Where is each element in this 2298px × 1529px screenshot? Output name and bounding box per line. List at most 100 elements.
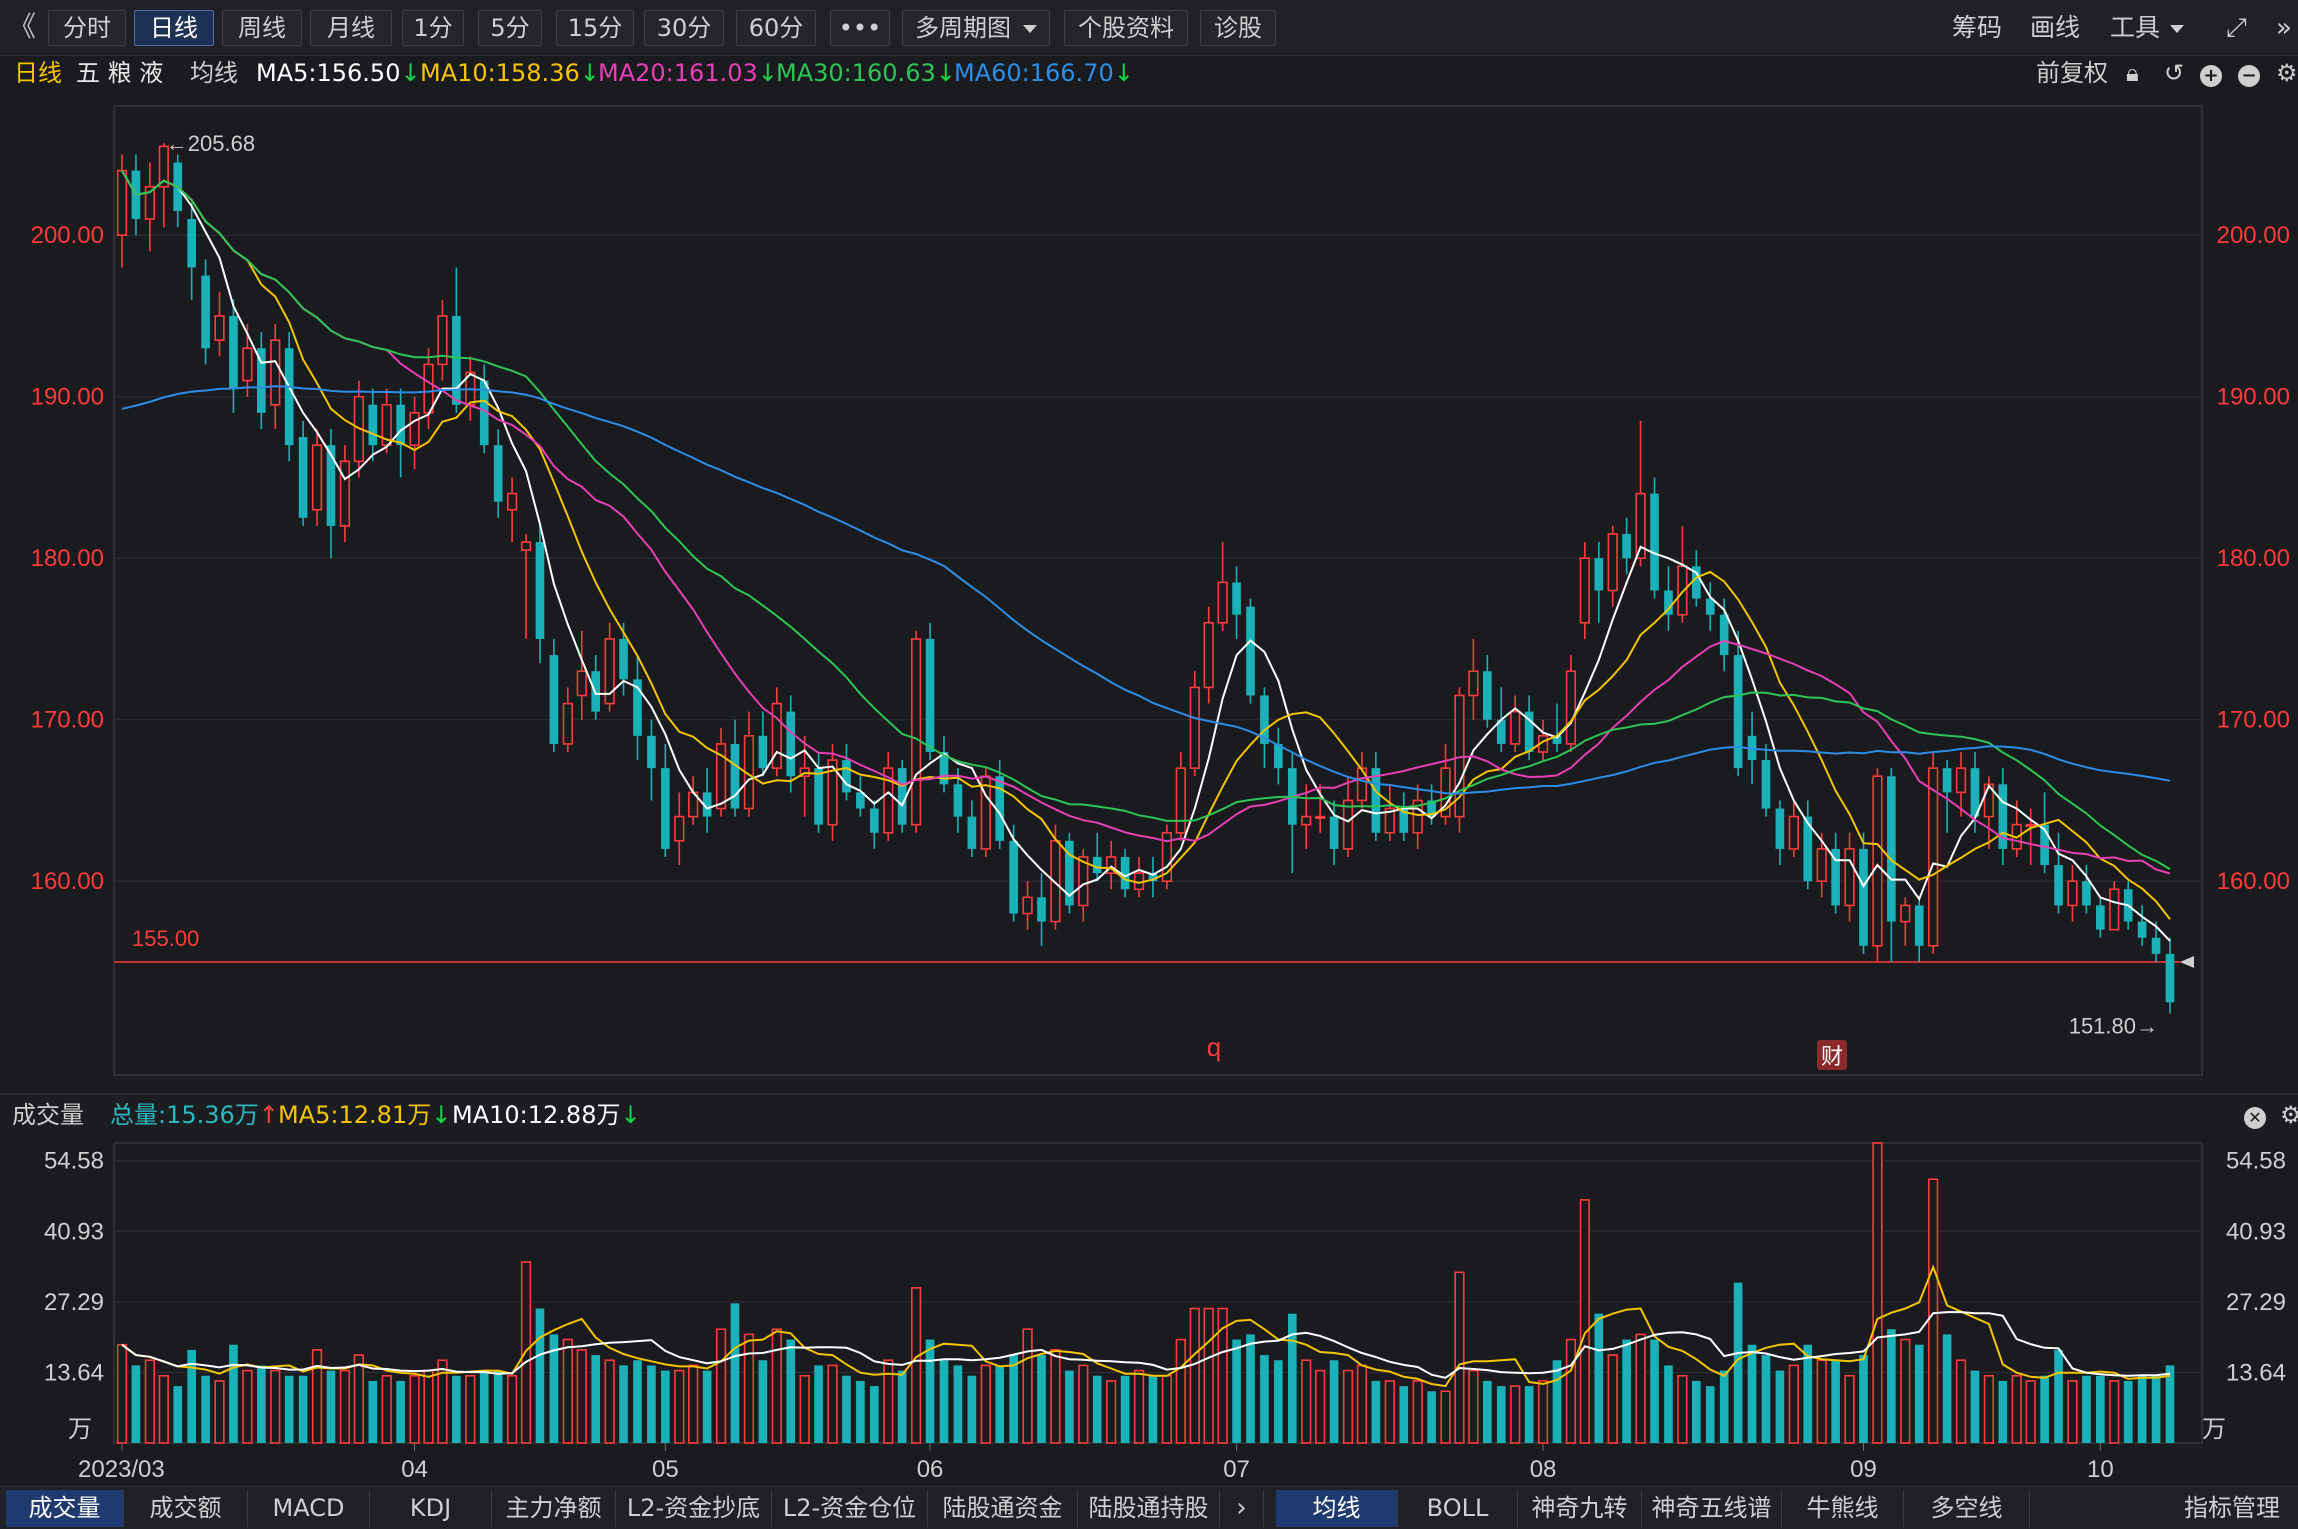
candle-body-down [702, 792, 712, 817]
x-tick-label: 2023/03 [78, 1456, 165, 1483]
x-tick-label: 08 [1530, 1456, 1557, 1483]
tab-kdj[interactable]: KDJ [370, 1490, 492, 1527]
candle-body-up [1983, 783, 1995, 818]
candle-body-down [661, 768, 670, 849]
candle-body-down [758, 735, 768, 769]
price-tick-right: 180.00 [2217, 545, 2290, 572]
tab-volume[interactable]: 成交量 [6, 1490, 124, 1527]
volume-bar-up [1301, 1359, 1312, 1444]
volume-bar-up [1928, 1178, 1939, 1444]
back-icon[interactable]: 《 [8, 10, 37, 43]
lock-icon[interactable]: 🔒︎ [2126, 59, 2139, 87]
support-label: 155.00 [132, 926, 199, 951]
collapse-icon[interactable]: » [2276, 13, 2292, 43]
settings-icon[interactable]: ⚙ [2276, 59, 2298, 87]
volume-bar-down [1594, 1313, 1604, 1443]
volume-info-row: 成交量 总量:15.36万↑ MA5:12.81万↓ MA10:12.88万↓ … [0, 1093, 2298, 1133]
tab-intraday[interactable]: 分时 [48, 10, 126, 46]
indicator-manage-button[interactable]: 指标管理 [2184, 1494, 2280, 1522]
undo-icon[interactable]: ↺ [2164, 59, 2185, 87]
fullscreen-icon[interactable]: ⤢ [2226, 13, 2247, 43]
x-tick-label: 06 [917, 1456, 944, 1483]
tab-main-net[interactable]: 主力净额 [492, 1490, 616, 1527]
tab-1min[interactable]: 1分 [402, 10, 464, 46]
volume-bar-up [743, 1333, 755, 1444]
adjust-dropdown[interactable]: 前复权 [2036, 59, 2108, 87]
volume-ma5: MA5:12.81万↓ [278, 1101, 452, 1129]
tab-l2-position[interactable]: L2-资金仓位 [772, 1490, 928, 1527]
tab-60min[interactable]: 60分 [736, 10, 816, 46]
volume-chart[interactable]: 54.58 54.58 40.93 40.93 27.29 27.29 13.64 13.64… [0, 1135, 2298, 1486]
chips-button[interactable]: 筹码 [1952, 13, 2003, 42]
volume-bar-down [702, 1370, 712, 1443]
tab-daily[interactable]: 日线 [134, 10, 214, 46]
volume-bar-down [856, 1380, 865, 1443]
multi-period-dropdown[interactable]: 多周期图 [902, 10, 1050, 46]
stock-name: 五 粮 液 [76, 59, 164, 87]
zoom-out-icon[interactable]: − [2238, 56, 2260, 90]
volume-bar-up [1356, 1364, 1368, 1444]
candle-body-up [116, 169, 128, 236]
volume-bar-down [1483, 1380, 1492, 1443]
tab-monthly[interactable]: 月线 [310, 10, 392, 46]
tab-macd[interactable]: MACD [248, 1490, 370, 1527]
tab-hk-flow[interactable]: 陆股通资金 [928, 1490, 1078, 1527]
stock-info-button[interactable]: 个股资料 [1064, 10, 1188, 46]
tab-weekly[interactable]: 周线 [222, 10, 302, 46]
volume-bar-up [1510, 1385, 1521, 1444]
price-tick-left: 200.00 [31, 222, 104, 249]
candle-body-down [1120, 856, 1130, 890]
volume-bar-down [1274, 1360, 1283, 1443]
price-tick-right: 200.00 [2217, 222, 2290, 249]
price-tick-left: 170.00 [31, 707, 104, 734]
tab-turnover[interactable]: 成交额 [124, 1490, 248, 1527]
tab-ma[interactable]: 均线 [1276, 1490, 1398, 1527]
volume-bar-down [131, 1365, 141, 1443]
tab-magic-nine[interactable]: 神奇九转 [1518, 1490, 1642, 1527]
tab-hk-holding[interactable]: 陆股通持股 [1078, 1490, 1220, 1527]
more-icon[interactable]: ••• [830, 10, 890, 46]
candlestick-chart[interactable]: 200.00 200.00 190.00 190.00 180.00 180.00 170.… [0, 90, 2298, 1093]
tab-long-short[interactable]: 多空线 [1904, 1490, 2030, 1527]
volume-tick-left: 40.93 [44, 1218, 104, 1245]
down-arrow-icon: ↓ [431, 1101, 452, 1129]
ma-label[interactable]: 均线 [190, 59, 238, 87]
volume-bar-up [353, 1354, 364, 1444]
tools-button[interactable]: 工具 [2110, 10, 2185, 46]
tab-magic-five[interactable]: 神奇五线谱 [1642, 1490, 1782, 1527]
candle-body-up [1635, 492, 1646, 560]
tab-boll[interactable]: BOLL [1398, 1490, 1518, 1527]
volume-bar-up [1217, 1307, 1228, 1444]
period-label: 日线 [14, 59, 62, 87]
volume-bar-up [1900, 1338, 1911, 1444]
event-marker-cai-bg [1817, 1040, 1847, 1070]
tab-l2-bottom[interactable]: L2-资金抄底 [616, 1490, 772, 1527]
candle-body-down [2082, 881, 2091, 906]
candle-body-up [1468, 670, 1479, 697]
candle-body-down [1329, 816, 1339, 849]
volume-bar-down [633, 1360, 642, 1443]
candle-body-down [229, 315, 238, 389]
tab-bull-bear[interactable]: 牛熊线 [1782, 1490, 1904, 1527]
volume-bar-up [1050, 1349, 1061, 1444]
candle-body-down [396, 404, 405, 446]
candle-body-down [2165, 953, 2175, 1003]
diagnose-button[interactable]: 诊股 [1200, 10, 1276, 46]
volume-bar-up [2025, 1380, 2036, 1444]
tab-15min[interactable]: 15分 [556, 10, 634, 46]
close-volume-icon[interactable]: ✕ [2244, 1095, 2266, 1135]
tab-5min[interactable]: 5分 [478, 10, 542, 46]
candle-body-down [1274, 743, 1283, 769]
volume-bar-down [1009, 1355, 1018, 1443]
volume-settings-icon[interactable]: ⚙ [2280, 1101, 2298, 1129]
volume-tick-right: 40.93 [2226, 1218, 2286, 1245]
chevron-right-icon[interactable]: › [1220, 1490, 1264, 1527]
candle-body-up [1607, 533, 1618, 592]
tab-30min[interactable]: 30分 [644, 10, 724, 46]
volume-bar-down [1120, 1375, 1130, 1443]
candle-body-down [1733, 655, 1743, 769]
draw-line-button[interactable]: 画线 [2030, 13, 2081, 42]
zoom-in-icon[interactable]: + [2200, 56, 2222, 90]
ma5-value: MA5:156.50↓ [256, 59, 421, 87]
volume-bar-down [229, 1344, 238, 1443]
